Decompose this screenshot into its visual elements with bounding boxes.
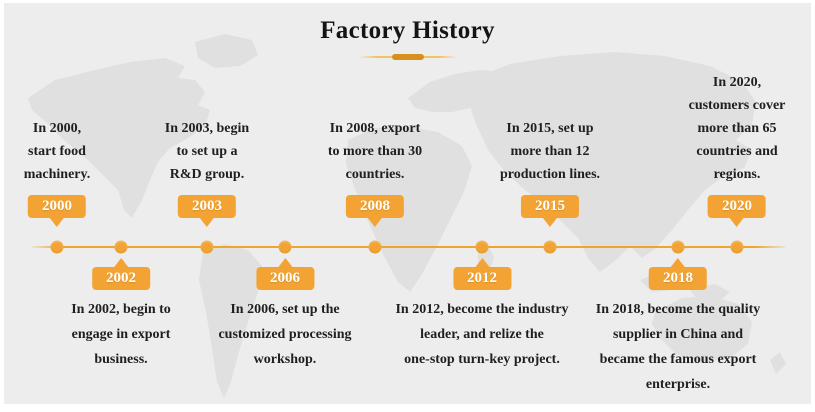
milestone-text-line: In 2015, set up — [506, 121, 594, 136]
milestone-2008: 2008 In 2008, export to more than 30 count… — [328, 0, 422, 227]
divider-bar — [391, 54, 424, 60]
milestone-text-line: In 2012, become the industry — [395, 302, 569, 317]
timeline-dot-2015 — [543, 240, 557, 254]
milestone-2000: 2000 In 2000, start food machinery. — [24, 0, 91, 227]
milestone-text-line: R&D group. — [169, 167, 245, 182]
milestone-2020: 2020 In 2020, customers cover more than 65… — [689, 0, 786, 227]
milestone-text-line: one-stop turn-key project. — [404, 352, 560, 367]
milestone-text-line: In 2003, begin — [164, 121, 250, 136]
milestone-2006: 2006 In 2006, set up the customized proce… — [218, 258, 352, 372]
milestone-description: In 2015, set up more than 12 production li… — [500, 117, 600, 186]
milestone-text-line: In 2018, become the quality — [595, 302, 761, 317]
milestone-text-line: countries. — [345, 167, 405, 182]
year-badge: 2018 — [649, 267, 707, 290]
milestone-2015: 2015 In 2015, set up more than 12 producti… — [500, 0, 600, 227]
year-badge: 2003 — [177, 195, 236, 218]
milestone-description: In 2000, start food machinery. — [24, 117, 91, 186]
milestone-description: In 2006, set up the customized processing… — [218, 297, 351, 372]
milestone-text-line: In 2000, — [32, 121, 82, 136]
milestone-text-line: to more than 30 — [327, 144, 423, 159]
milestone-text-line: enterprise. — [645, 377, 711, 392]
timeline-axis-line — [32, 246, 785, 248]
milestone-text-line: countries and — [696, 144, 778, 159]
milestone-text-line: workshop. — [253, 352, 317, 367]
timeline-dot-2006 — [278, 240, 292, 254]
milestone-text-line: engage in export — [71, 327, 171, 342]
year-badge: 2008 — [345, 195, 404, 218]
year-badge: 2015 — [520, 195, 579, 218]
timeline-dot-2012 — [475, 240, 489, 254]
milestone-description: In 2002, begin to engage in export busines… — [71, 297, 171, 372]
milestone-text-line: more than 12 — [510, 144, 590, 159]
title-divider — [358, 54, 457, 60]
milestone-description: In 2003, begin to set up a R&D group. — [165, 117, 249, 186]
milestone-text-line: In 2008, export — [329, 121, 421, 136]
milestone-text-line: In 2002, begin to — [71, 302, 171, 317]
milestone-2018: 2018 In 2018, become the quality supplier… — [596, 258, 761, 397]
year-badge: 2006 — [256, 267, 314, 290]
timeline-dot-2018 — [671, 240, 685, 254]
milestone-text-line: In 2006, set up the — [230, 302, 340, 317]
timeline-dot-2003 — [200, 240, 214, 254]
year-badge: 2002 — [91, 267, 150, 290]
timeline-dot-2000 — [50, 240, 64, 254]
milestone-text-line: leader, and relize the — [420, 327, 544, 342]
milestone-2012: 2012 In 2012, become the industry leader,… — [395, 258, 569, 372]
milestone-text-line: regions. — [713, 167, 761, 182]
milestone-text-line: machinery. — [23, 167, 91, 182]
milestone-description: In 2012, become the industry leader, and … — [395, 297, 568, 372]
milestone-text-line: In 2020, — [712, 75, 762, 90]
milestone-text-line: customized processing — [218, 327, 352, 342]
page-title: Factory History — [320, 17, 495, 44]
milestone-text-line: became the famous export — [599, 352, 757, 367]
timeline-dot-2002 — [114, 240, 128, 254]
milestone-text-line: supplier in China and — [612, 327, 744, 342]
year-badge: 2000 — [28, 195, 86, 218]
timeline-dot-2020 — [730, 240, 744, 254]
milestone-description: In 2018, become the quality supplier in C… — [596, 297, 761, 397]
milestone-text-line: production lines. — [499, 167, 601, 182]
milestone-text-line: start food — [28, 144, 86, 159]
timeline-dot-2008 — [368, 240, 382, 254]
milestone-text-line: more than 65 — [697, 121, 777, 136]
milestone-description: In 2020, customers cover more than 65 count… — [689, 71, 786, 186]
milestone-description: In 2008, export to more than 30 countries. — [328, 117, 422, 186]
milestone-text-line: customers cover — [688, 98, 786, 113]
milestone-text-line: business. — [94, 352, 148, 367]
year-badge: 2012 — [453, 267, 511, 290]
year-badge: 2020 — [707, 195, 766, 218]
milestone-2003: 2003 In 2003, begin to set up a R&D group. — [165, 0, 249, 227]
milestone-text-line: to set up a — [176, 144, 238, 159]
milestone-2002: 2002 In 2002, begin to engage in export bu… — [71, 258, 171, 372]
